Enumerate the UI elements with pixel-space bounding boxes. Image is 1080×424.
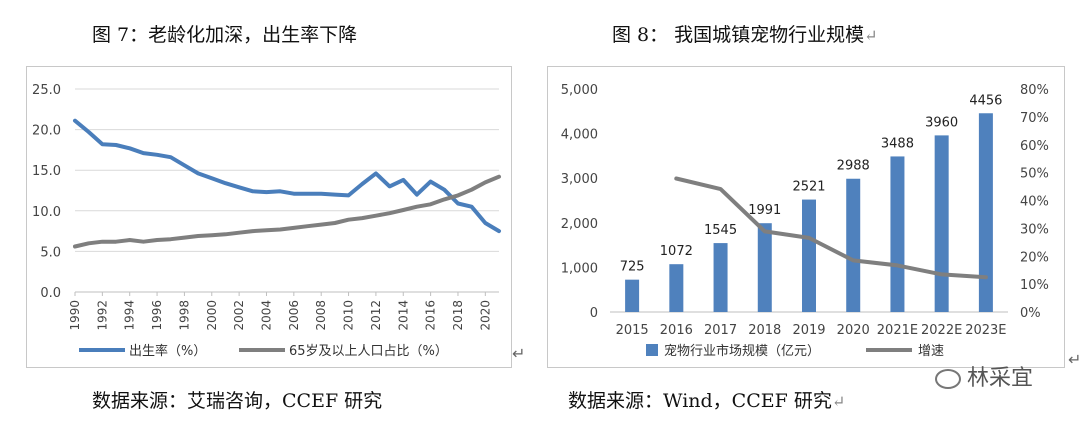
y-tick-label: 15.0 xyxy=(32,164,61,179)
x-tick-label: 2016 xyxy=(660,323,693,338)
y-tick-label: 3,000 xyxy=(561,172,598,187)
paragraph-mark: ↵ xyxy=(512,344,526,363)
x-tick-label: 2008 xyxy=(314,300,328,331)
x-tick-label: 2015 xyxy=(616,323,649,338)
x-tick-label: 2023E xyxy=(965,323,1006,338)
y2-tick-label: 70% xyxy=(1020,111,1049,126)
x-tick-label: 2018 xyxy=(451,300,465,331)
bar-data-label: 3488 xyxy=(881,136,914,151)
y-tick-label: 1,000 xyxy=(561,261,598,276)
x-tick-label: 2000 xyxy=(205,300,219,331)
bar-data-label: 4456 xyxy=(969,93,1002,108)
paragraph-mark: ↵ xyxy=(831,392,846,411)
bar xyxy=(890,156,905,312)
y-tick-label: 0 xyxy=(590,306,598,321)
y-tick-label: 0.0 xyxy=(40,286,61,301)
x-tick-label: 2004 xyxy=(259,300,273,331)
x-tick-label: 2002 xyxy=(232,300,246,331)
x-tick-label: 2022E xyxy=(921,323,962,338)
right-chart: 0 1,000 2,000 3,000 4,000 5,000 0% 10% 20% 30% 40%… xyxy=(561,83,1049,359)
left-chart-frame: 0.0 5.0 10.0 15.0 20.0 25.0 1990 1992 1994 1996 19… xyxy=(26,66,512,368)
y-tick-label: 25.0 xyxy=(32,83,61,98)
right-source-text: 数据来源：Wind，CCEF 研究 xyxy=(568,390,832,412)
x-tick-label: 1990 xyxy=(68,300,82,331)
y-tick-label: 10.0 xyxy=(32,205,61,220)
legend-label: 65岁及以上人口占比（%） xyxy=(289,344,448,359)
x-tick-label: 2019 xyxy=(792,323,825,338)
right-title-text: 图 8： 我国城镇宠物行业规模 xyxy=(612,24,865,46)
bar xyxy=(934,135,949,312)
bar xyxy=(669,264,684,312)
y2-tick-label: 80% xyxy=(1020,83,1049,98)
y-tick-label: 4,000 xyxy=(561,128,598,143)
x-tick-label: 1996 xyxy=(150,300,164,331)
x-tick-label: 1992 xyxy=(95,300,109,331)
bar-data-label: 2988 xyxy=(837,159,870,174)
left-chart: 0.0 5.0 10.0 15.0 20.0 25.0 1990 1992 1994 1996 19… xyxy=(32,83,501,359)
x-tick-label: 2017 xyxy=(704,323,737,338)
y-tick-label: 2,000 xyxy=(561,217,598,232)
legend-label: 宠物行业市场规模（亿元） xyxy=(664,343,820,359)
bar xyxy=(802,199,816,312)
y-tick-label: 5,000 xyxy=(561,83,598,98)
y2-tick-label: 20% xyxy=(1020,250,1049,265)
x-tick-label: 1998 xyxy=(177,300,191,331)
legend-label: 增速 xyxy=(918,344,944,359)
birth-rate-line xyxy=(73,118,501,234)
bar xyxy=(713,243,728,312)
right-chart-frame: 0 1,000 2,000 3,000 4,000 5,000 0% 10% 20% 30% 40%… xyxy=(547,66,1065,368)
x-tick-label: 2014 xyxy=(396,300,410,331)
bar-data-label: 2521 xyxy=(792,180,825,195)
right-source-note: 数据来源：Wind，CCEF 研究↵ xyxy=(568,386,845,413)
left-figure-title: 图 7：老龄化加深，出生率下降 xyxy=(92,24,358,46)
bar xyxy=(625,279,640,312)
bar-data-label: 1991 xyxy=(748,203,781,218)
paragraph-mark: ↵ xyxy=(864,26,878,45)
watermark: 林采宜 xyxy=(935,360,1033,392)
x-tick-label: 2020 xyxy=(837,323,870,338)
wechat-icon xyxy=(935,369,961,389)
bar-data-label: 3960 xyxy=(925,115,958,130)
x-tick-label: 1994 xyxy=(123,300,137,331)
x-tick-label: 2006 xyxy=(287,300,301,331)
y2-tick-label: 50% xyxy=(1020,167,1049,182)
x-tick-label: 2016 xyxy=(424,300,438,331)
y2-tick-label: 60% xyxy=(1020,139,1049,154)
bar xyxy=(846,178,861,312)
left-source-note: 数据来源：艾瑞咨询，CCEF 研究 xyxy=(92,390,383,412)
bar-data-label: 1545 xyxy=(704,223,737,238)
x-tick-label: 2012 xyxy=(369,300,383,331)
x-tick-label: 2020 xyxy=(478,300,492,331)
y2-tick-label: 30% xyxy=(1020,222,1049,237)
legend-label: 出生率（%） xyxy=(129,343,206,359)
x-tick-label: 2018 xyxy=(748,323,781,338)
y2-tick-label: 40% xyxy=(1020,195,1049,210)
y-tick-label: 5.0 xyxy=(40,245,61,260)
legend-swatch xyxy=(646,344,658,356)
watermark-text: 林采宜 xyxy=(967,366,1034,391)
right-figure-title: 图 8： 我国城镇宠物行业规模↵ xyxy=(612,20,878,47)
bar xyxy=(978,113,993,312)
x-tick-label: 2010 xyxy=(342,300,356,331)
x-tick-label: 2021E xyxy=(877,323,918,338)
bar-data-label: 1072 xyxy=(660,244,693,259)
paragraph-mark: ↵ xyxy=(1068,350,1080,369)
bar-data-label: 725 xyxy=(620,260,645,275)
y-tick-label: 20.0 xyxy=(32,124,61,139)
y2-tick-label: 0% xyxy=(1020,306,1041,321)
aged-65-plus-line xyxy=(73,174,501,249)
growth-rate-line xyxy=(674,176,988,280)
y2-tick-label: 10% xyxy=(1020,278,1049,293)
bar xyxy=(757,223,772,312)
